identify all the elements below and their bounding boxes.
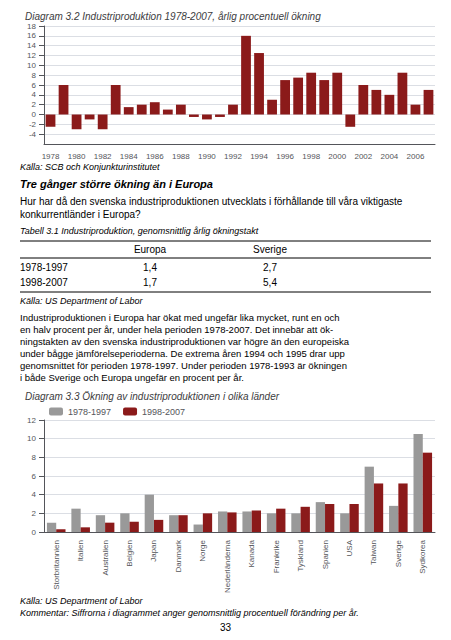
svg-text:Tre gånger större ökning än i: Tre gånger större ökning än i Europa	[20, 178, 213, 190]
svg-text:Diagram 3.3 Ökning av industri: Diagram 3.3 Ökning av industriproduktion…	[25, 391, 280, 402]
svg-text:Frankrike: Frankrike	[272, 539, 281, 573]
svg-text:0: 0	[32, 528, 37, 537]
svg-text:18: 18	[27, 22, 36, 31]
svg-text:10: 10	[27, 61, 36, 70]
svg-text:1998-2007: 1998-2007	[142, 407, 185, 417]
svg-text:1978-1997: 1978-1997	[20, 262, 68, 273]
svg-text:Japan: Japan	[149, 540, 158, 562]
svg-text:2004: 2004	[380, 152, 398, 161]
svg-text:Danmark: Danmark	[174, 539, 183, 572]
svg-text:6: 6	[32, 81, 37, 90]
svg-text:1982: 1982	[94, 152, 112, 161]
svg-text:Hur har då den svenska industr: Hur har då den svenska industriproduktio…	[20, 196, 405, 207]
svg-text:2,7: 2,7	[263, 262, 277, 273]
svg-text:12: 12	[27, 416, 36, 425]
svg-text:1980: 1980	[68, 152, 86, 161]
svg-text:6: 6	[32, 472, 37, 481]
svg-text:Tabell 3.1 Industriproduktion,: Tabell 3.1 Industriproduktion, genomsnit…	[20, 226, 259, 236]
svg-text:under bågge jämförelseperioder: under bågge jämförelseperioderna. De ext…	[20, 348, 345, 359]
svg-text:4: 4	[32, 490, 37, 499]
svg-text:Källa: US Department of Labor: Källa: US Department of Labor	[20, 296, 144, 306]
svg-text:2006: 2006	[407, 152, 425, 161]
svg-text:10: 10	[27, 434, 36, 443]
svg-text:-4: -4	[29, 130, 37, 139]
svg-text:4: 4	[32, 90, 37, 99]
svg-text:1996: 1996	[276, 152, 294, 161]
svg-text:16: 16	[27, 31, 36, 40]
svg-text:8: 8	[32, 453, 37, 462]
svg-text:1992: 1992	[224, 152, 242, 161]
svg-text:Italien: Italien	[76, 540, 85, 561]
svg-text:Norge: Norge	[198, 539, 207, 561]
svg-text:1988: 1988	[172, 152, 190, 161]
svg-text:2002: 2002	[354, 152, 372, 161]
svg-text:2: 2	[32, 100, 37, 109]
svg-text:1,4: 1,4	[143, 262, 157, 273]
svg-text:1998-2007: 1998-2007	[20, 277, 68, 288]
svg-text:Storbritannien: Storbritannien	[52, 540, 61, 590]
svg-text:2000: 2000	[328, 152, 346, 161]
svg-text:Industriproduktionen i Europa: Industriproduktionen i Europa har ökat m…	[20, 312, 339, 323]
svg-text:12: 12	[27, 51, 36, 60]
svg-text:1984: 1984	[120, 152, 138, 161]
svg-text:5,4: 5,4	[263, 277, 277, 288]
svg-text:Sverige: Sverige	[253, 244, 287, 255]
svg-text:Kanada: Kanada	[247, 539, 256, 567]
svg-text:Australien: Australien	[101, 540, 110, 576]
svg-text:2: 2	[32, 509, 37, 518]
svg-text:1990: 1990	[198, 152, 216, 161]
svg-text:konkurrentländer i Europa?: konkurrentländer i Europa?	[20, 209, 141, 220]
svg-text:Källa: SCB och Konjunkturinsti: Källa: SCB och Konjunkturinstitutet	[20, 162, 160, 172]
svg-text:USA: USA	[345, 539, 354, 556]
svg-text:en halv procent per år, under: en halv procent per år, under hela perio…	[20, 324, 333, 335]
svg-text:Tyskland: Tyskland	[296, 540, 305, 572]
svg-text:genomsnittet för perioden 1978: genomsnittet för perioden 1978-1997. Und…	[20, 360, 347, 371]
svg-text:i både Sverige och Europa unge: i både Sverige och Europa ungefär en pro…	[20, 372, 244, 383]
svg-text:Kommentar: Siffrorna i diagram: Kommentar: Siffrorna i diagrammet anger …	[20, 608, 359, 618]
svg-text:Taiwan: Taiwan	[369, 540, 378, 565]
svg-text:Diagram 3.2 Industriproduktion: Diagram 3.2 Industriproduktion 1978-2007…	[25, 11, 321, 22]
svg-text:Spanien: Spanien	[321, 540, 330, 569]
svg-text:33: 33	[220, 622, 232, 633]
svg-text:Sverige: Sverige	[394, 539, 403, 567]
svg-text:Europa: Europa	[134, 244, 167, 255]
svg-text:-2: -2	[29, 120, 37, 129]
svg-text:0: 0	[32, 110, 37, 119]
svg-text:ningstakten av den svenska ind: ningstakten av den svenska industriprodu…	[20, 336, 350, 347]
svg-text:1998: 1998	[302, 152, 320, 161]
svg-text:1994: 1994	[250, 152, 268, 161]
svg-text:8: 8	[32, 71, 37, 80]
svg-text:Källa: US Department of Labor: Källa: US Department of Labor	[20, 596, 144, 606]
svg-text:14: 14	[27, 41, 36, 50]
svg-text:Nederländerna: Nederländerna	[223, 539, 232, 592]
svg-text:Belgien: Belgien	[125, 540, 134, 567]
svg-text:1,7: 1,7	[143, 277, 157, 288]
svg-text:1978-1997: 1978-1997	[68, 407, 111, 417]
svg-text:1978: 1978	[42, 152, 60, 161]
svg-text:Sydkorea: Sydkorea	[418, 539, 427, 573]
svg-text:1986: 1986	[146, 152, 164, 161]
